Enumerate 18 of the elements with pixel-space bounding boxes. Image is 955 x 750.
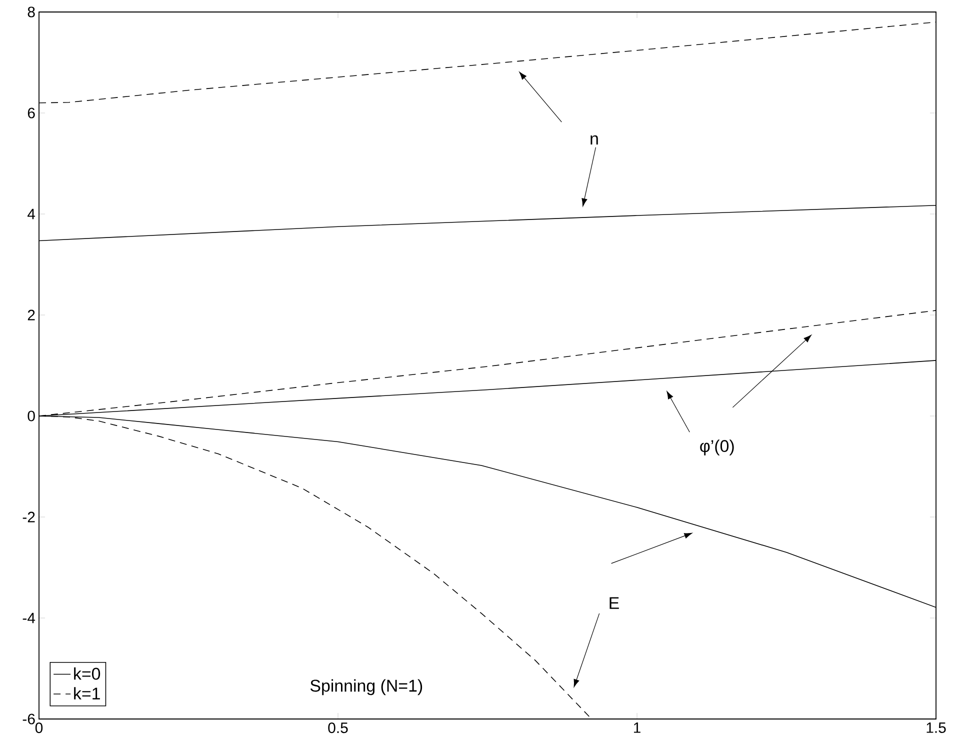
annotation: φ’(0) — [700, 440, 734, 456]
legend-label: k=0 — [74, 667, 100, 680]
y-tick-label: -6 — [22, 714, 35, 724]
y-tick-label: 0 — [28, 410, 35, 422]
x-tick-label: 1.5 — [926, 722, 946, 733]
annotation: n — [590, 135, 598, 145]
annotation: Spinning (N=1) — [310, 679, 422, 696]
y-tick-label: -2 — [22, 512, 35, 522]
y-tick-label: 2 — [28, 310, 35, 320]
x-tick-label: 0.5 — [328, 722, 348, 734]
annotation: E — [610, 597, 619, 609]
y-tick-label: 8 — [28, 6, 35, 18]
x-tick-label: 0 — [35, 722, 43, 734]
legend-label: k=1 — [74, 687, 100, 700]
x-tick-label: 1 — [634, 722, 640, 733]
y-tick-label: 4 — [28, 208, 36, 220]
y-tick-label: 6 — [28, 108, 35, 118]
y-tick-label: -4 — [22, 612, 36, 624]
